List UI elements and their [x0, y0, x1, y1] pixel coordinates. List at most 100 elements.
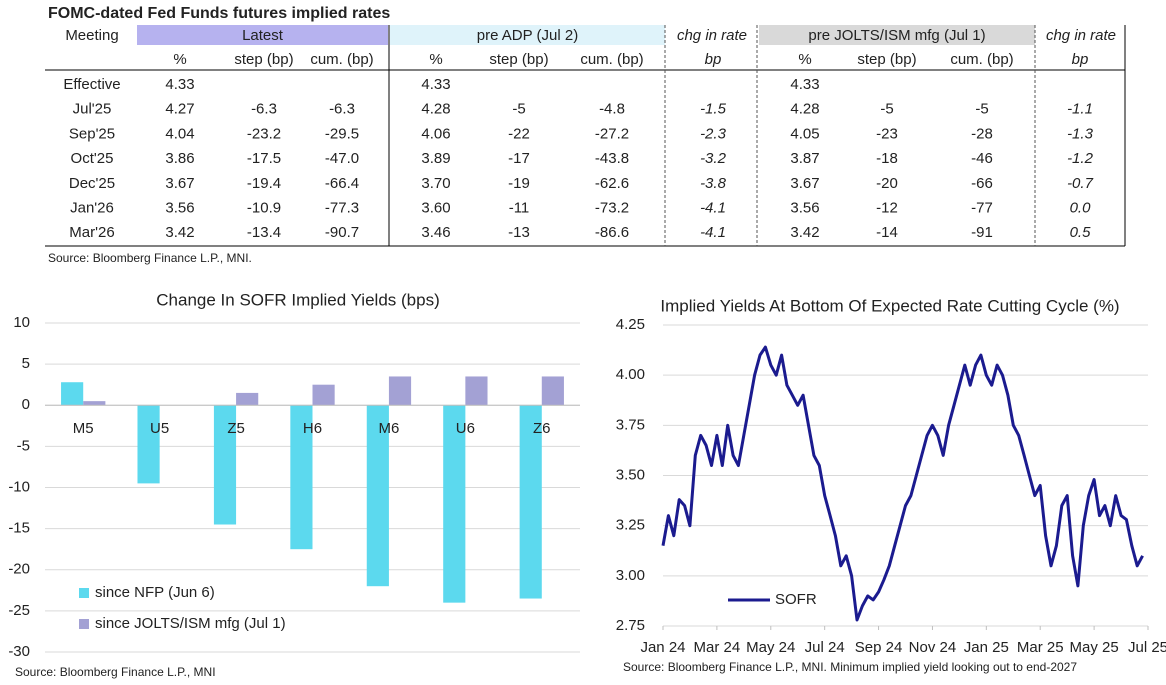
cell: -90.7	[325, 224, 359, 241]
bar	[388, 376, 412, 406]
cell: -77.3	[325, 199, 359, 216]
chart-title: Implied Yields At Bottom Of Expected Rat…	[660, 296, 1119, 315]
sub-header: step (bp)	[489, 51, 548, 68]
y-tick-label: -5	[17, 437, 30, 454]
cell: -29.5	[325, 125, 359, 142]
x-tick-label: U5	[150, 420, 169, 437]
group-header-bg	[390, 25, 665, 45]
cell: -46	[971, 150, 993, 167]
y-tick-label: -15	[8, 520, 30, 537]
x-tick-label: May 25	[1070, 639, 1119, 656]
chart-source: Source: Bloomberg Finance L.P., MNI	[15, 665, 216, 679]
row-label: Mar'26	[69, 224, 114, 241]
y-tick-label: 3.50	[616, 466, 645, 483]
cell: 4.06	[421, 125, 450, 142]
cell: 0.0	[1070, 199, 1092, 216]
y-tick-label: -20	[8, 561, 30, 578]
cell: 0.5	[1070, 224, 1092, 241]
bar	[213, 405, 237, 525]
legend-label: SOFR	[775, 591, 817, 608]
cell: -3.2	[700, 150, 727, 167]
sub-header: bp	[705, 51, 722, 68]
group-header: pre ADP (Jul 2)	[477, 27, 578, 44]
x-tick-label: Mar 24	[694, 639, 741, 656]
cell: -86.6	[595, 224, 629, 241]
table-title: FOMC-dated Fed Funds futures implied rat…	[48, 5, 390, 22]
cell: -28	[971, 125, 993, 142]
cell: -12	[876, 199, 898, 216]
cell: -4.8	[599, 101, 625, 118]
cell: -17.5	[247, 150, 281, 167]
y-tick-label: 3.00	[616, 567, 645, 584]
x-tick-label: M6	[379, 420, 400, 437]
cell: -19.4	[247, 175, 281, 192]
cell: -23	[876, 125, 898, 142]
cell: -13	[508, 224, 530, 241]
cell: -11	[509, 199, 530, 216]
cell: -43.8	[595, 150, 629, 167]
sub-header: %	[429, 51, 442, 68]
group-header: chg in rate	[1046, 27, 1116, 44]
group-header: chg in rate	[677, 27, 747, 44]
bar	[366, 405, 389, 587]
cell: 4.33	[421, 76, 450, 93]
row-label: Jul'25	[73, 101, 112, 118]
group-header: Latest	[242, 27, 284, 44]
cell: 4.27	[165, 101, 194, 118]
cell: 3.86	[165, 150, 194, 167]
cell: 3.87	[790, 150, 819, 167]
cell: -5	[975, 101, 988, 118]
bar	[312, 384, 335, 406]
cell: -5	[880, 101, 893, 118]
cell: 4.04	[165, 125, 194, 142]
cell: -62.6	[595, 175, 629, 192]
cell: -1.5	[700, 101, 727, 118]
cell: -5	[512, 101, 525, 118]
x-tick-label: Nov 24	[909, 639, 957, 656]
sub-header: %	[173, 51, 186, 68]
x-tick-label: Jul 25	[1128, 639, 1166, 656]
y-tick-label: -10	[8, 478, 30, 495]
sub-header: cum. (bp)	[580, 51, 643, 68]
meeting-header: Meeting	[65, 27, 118, 44]
bar	[137, 405, 160, 484]
group-header-bg	[137, 25, 388, 45]
chart-source: Source: Bloomberg Finance L.P., MNI. Min…	[623, 660, 1077, 674]
cell: -66	[971, 175, 993, 192]
line-series	[661, 345, 1144, 622]
x-tick-label: Sep 24	[855, 639, 903, 656]
row-label: Oct'25	[71, 150, 114, 167]
cell: 3.56	[790, 199, 819, 216]
sub-header: step (bp)	[857, 51, 916, 68]
y-tick-label: 4.25	[616, 316, 645, 333]
cell: -1.3	[1067, 125, 1094, 142]
y-tick-label: 3.25	[616, 517, 645, 534]
x-tick-label: May 24	[746, 639, 795, 656]
cell: -0.7	[1067, 175, 1094, 192]
x-tick-label: Mar 25	[1017, 639, 1064, 656]
bar	[290, 405, 313, 550]
cell: 3.46	[421, 224, 450, 241]
row-label: Dec'25	[69, 175, 115, 192]
cell: 4.33	[165, 76, 194, 93]
cell: -66.4	[325, 175, 359, 192]
cell: 4.28	[790, 101, 819, 118]
cell: -6.3	[251, 101, 277, 118]
cell: -3.8	[700, 175, 727, 192]
table-source: Source: Bloomberg Finance L.P., MNI.	[48, 251, 252, 265]
cell: 3.42	[165, 224, 194, 241]
x-tick-label: H6	[303, 420, 322, 437]
sub-header: cum. (bp)	[950, 51, 1013, 68]
cell: -27.2	[595, 125, 629, 142]
cell: 3.42	[790, 224, 819, 241]
row-label: Effective	[63, 76, 120, 93]
cell: -47.0	[325, 150, 359, 167]
cell: -1.2	[1067, 150, 1094, 167]
cell: -73.2	[595, 199, 629, 216]
cell: -4.1	[700, 224, 726, 241]
x-tick-label: Jan 24	[640, 639, 685, 656]
cell: 3.60	[421, 199, 450, 216]
bar	[61, 382, 84, 406]
